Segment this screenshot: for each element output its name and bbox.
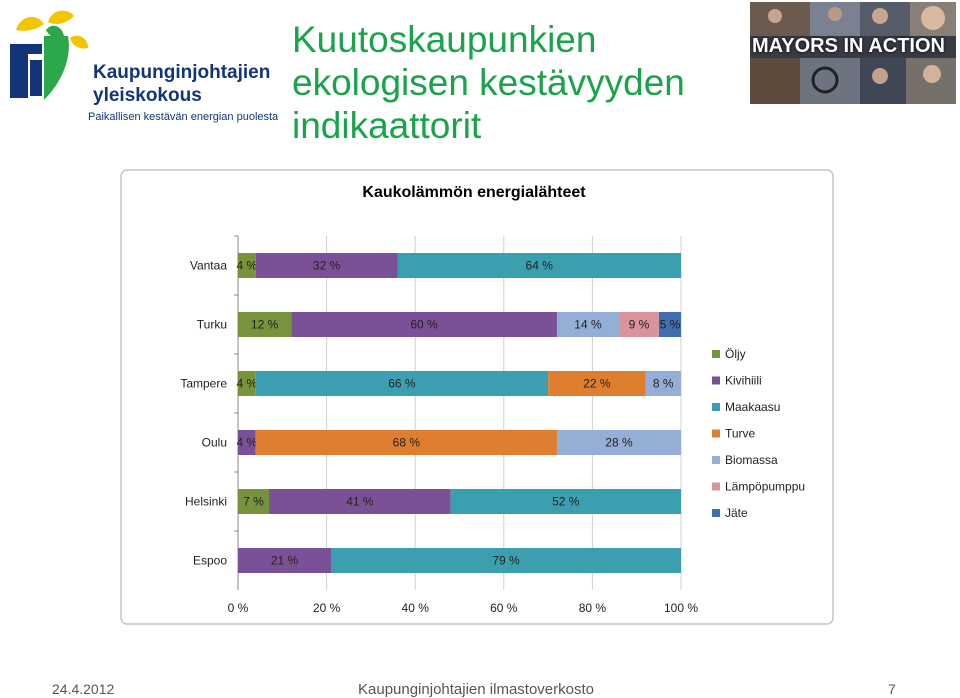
- logo-tagline: Paikallisen kestävän energian puolesta: [88, 111, 279, 123]
- mayors-in-action-banner: MAYORS IN ACTION: [750, 2, 956, 104]
- bar-segment: [291, 312, 557, 337]
- bar-segment: [548, 371, 646, 396]
- bar-segment: [645, 371, 681, 396]
- category-label: Turku: [197, 318, 227, 332]
- legend-swatch: [712, 376, 720, 385]
- category-label: Helsinki: [185, 495, 227, 509]
- bar-segment: [331, 548, 681, 573]
- logo-emblem-icon: [10, 10, 88, 100]
- data-label: 8 %: [653, 377, 674, 391]
- bars: 4 % 32 % 64 % 12 % 60 % 14 % 9 % 5 % 4 % 66 % 22 %…: [237, 253, 681, 573]
- title-line-1: Kuutoskaupunkien: [292, 19, 597, 60]
- title-line-2: ekologisen kestävyyden: [292, 62, 685, 103]
- data-label: 22 %: [583, 377, 611, 391]
- data-label: 32 %: [313, 259, 341, 273]
- legend-label: Kivihiili: [725, 374, 762, 388]
- legend-label: Turve: [725, 427, 756, 441]
- bar-segment: [238, 430, 256, 455]
- legend: Öljy Kivihiili Maakaasu Turve Biomassa Lämpöp…: [712, 347, 805, 520]
- photo-collage-image: [750, 2, 956, 104]
- category-labels: Vantaa Turku Tampere Oulu Helsinki Espoo: [180, 259, 227, 568]
- data-label: 12 %: [251, 318, 279, 332]
- x-tick-label: 100 %: [664, 601, 698, 615]
- logo-name-line1: Kaupunginjohtajien: [93, 62, 271, 83]
- data-label: 68 %: [393, 436, 421, 450]
- data-label: 21 %: [271, 554, 299, 568]
- chart-title: Kaukolämmön energialähteet: [362, 184, 586, 201]
- bar-segment: [450, 489, 681, 514]
- legend-swatch: [712, 509, 720, 517]
- data-label: 7 %: [243, 495, 264, 509]
- data-label: 66 %: [388, 377, 416, 391]
- legend-swatch: [712, 429, 720, 438]
- data-label: 5 %: [660, 318, 681, 332]
- category-label: Vantaa: [190, 259, 227, 273]
- legend-label: Lämpöpumppu: [725, 480, 805, 494]
- bar-segment: [556, 312, 619, 337]
- bar-segment: [255, 430, 557, 455]
- bar-segment: [238, 371, 256, 396]
- bar-segment: [238, 312, 292, 337]
- category-label: Tampere: [180, 377, 227, 391]
- data-label: 4 %: [237, 377, 258, 391]
- data-label: 14 %: [574, 318, 602, 332]
- gridlines: [234, 235, 682, 590]
- legend-label: Öljy: [725, 347, 746, 361]
- x-tick-label: 80 %: [579, 601, 607, 615]
- footer-organization: Kaupunginjohtajien ilmastoverkosto: [358, 681, 594, 698]
- title-line-3: indikaattorit: [292, 105, 482, 146]
- bar-segment: [238, 548, 332, 573]
- legend-swatch: [712, 403, 720, 411]
- footer-date: 24.4.2012: [52, 681, 115, 697]
- bar-segment: [255, 253, 398, 278]
- slide-title: Kuutoskaupunkien ekologisen kestävyyden …: [292, 18, 742, 147]
- data-label: 60 %: [410, 318, 438, 332]
- category-label: Espoo: [193, 554, 227, 568]
- legend-label: Jäte: [725, 506, 748, 520]
- legend-swatch: [712, 350, 720, 358]
- legend-label: Biomassa: [725, 453, 778, 467]
- x-tick-label: 40 %: [402, 601, 430, 615]
- data-label: 64 %: [526, 259, 554, 273]
- data-label: 9 %: [629, 318, 650, 332]
- data-label: 4 %: [237, 436, 258, 450]
- page-number: 7: [888, 681, 896, 697]
- legend-label: Maakaasu: [725, 400, 780, 414]
- logo-name-line2: yleiskokous: [93, 85, 202, 106]
- legend-swatch: [712, 456, 720, 464]
- bar-segment: [238, 489, 270, 514]
- data-label: 79 %: [492, 554, 520, 568]
- bar-segment: [269, 489, 451, 514]
- data-label: 52 %: [552, 495, 580, 509]
- data-label: 41 %: [346, 495, 374, 509]
- bar-segment: [658, 312, 681, 337]
- mayors-banner-text: MAYORS IN ACTION: [752, 35, 945, 57]
- bar-segment: [397, 253, 681, 278]
- x-tick-labels: 0 % 20 % 40 % 60 % 80 % 100 %: [228, 601, 699, 615]
- x-tick-label: 0 %: [228, 601, 249, 615]
- bar-segment: [618, 312, 659, 337]
- bar-segment: [255, 371, 549, 396]
- data-label: 28 %: [605, 436, 633, 450]
- x-tick-label: 20 %: [313, 601, 341, 615]
- logo: Kaupunginjohtajien yleiskokous Paikallis…: [8, 8, 278, 123]
- legend-swatch: [712, 482, 720, 491]
- data-label: 4 %: [237, 259, 258, 273]
- x-tick-label: 60 %: [490, 601, 518, 615]
- category-label: Oulu: [202, 436, 227, 450]
- bar-segment: [556, 430, 681, 455]
- bar-segment: [238, 253, 256, 278]
